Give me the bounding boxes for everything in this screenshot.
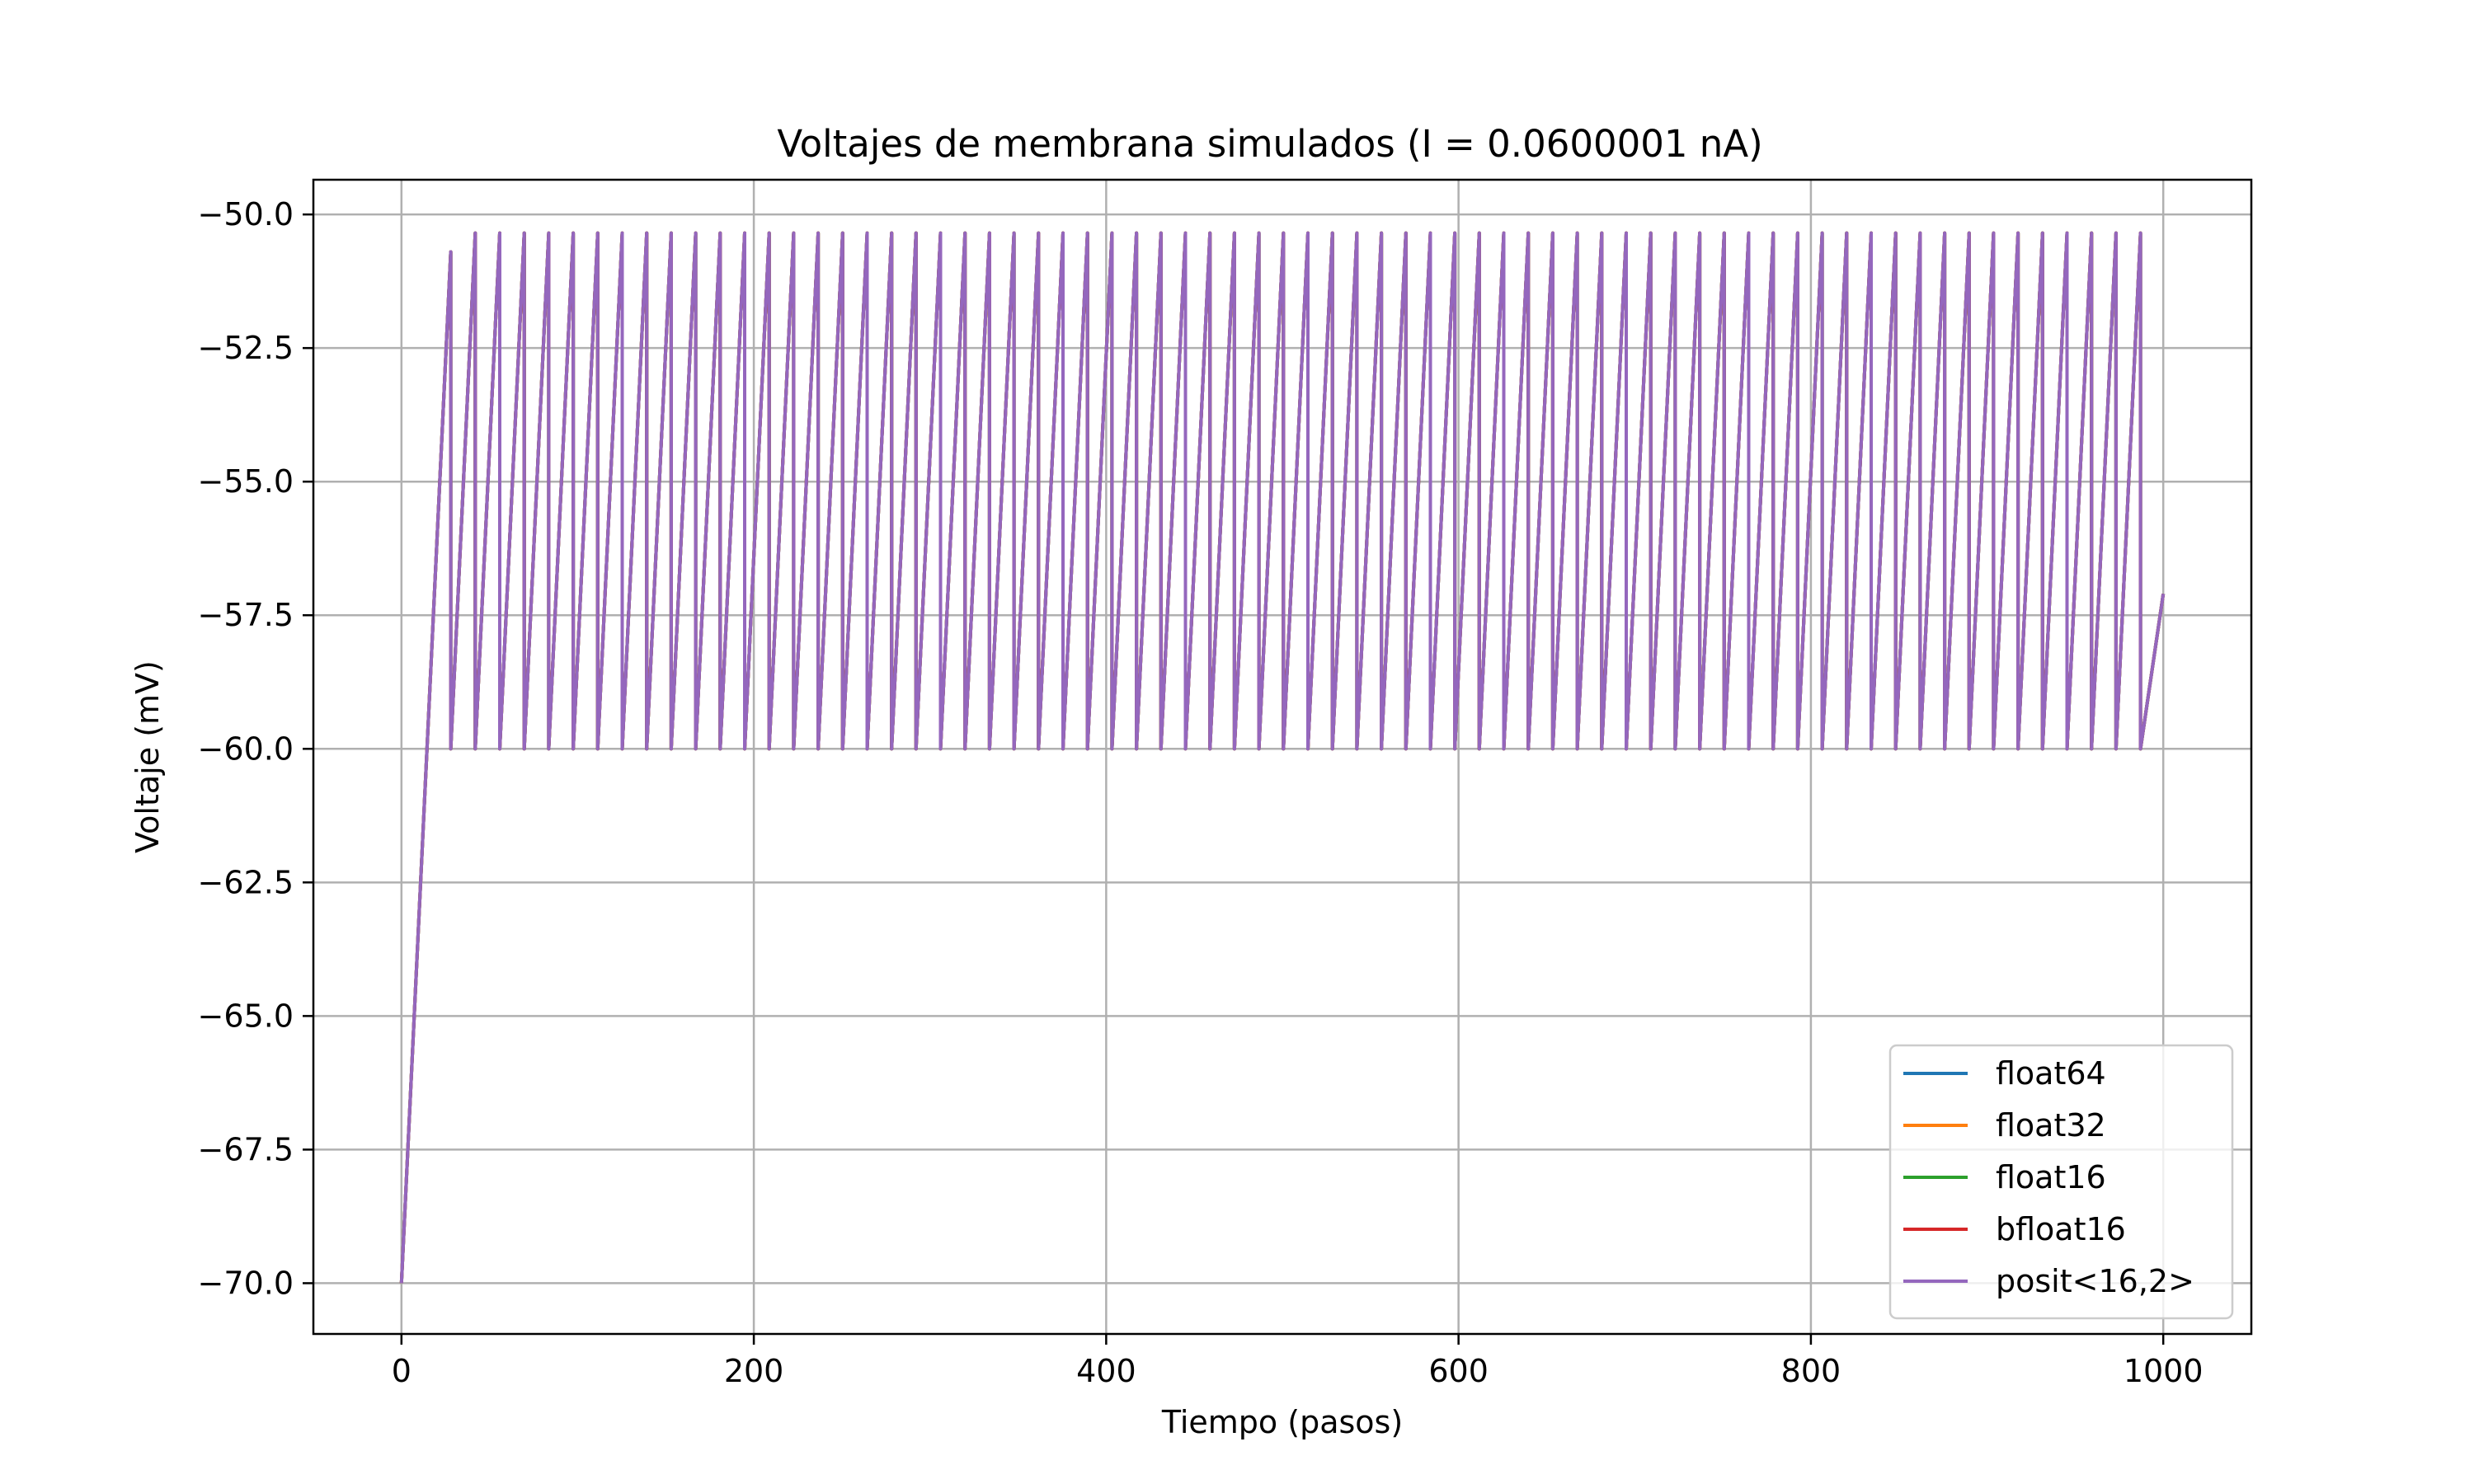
legend-label: bfloat16 xyxy=(1996,1211,2126,1247)
legend-items: float64 float32 float16 bfloat16 posit<16,2> xyxy=(1903,1055,2194,1299)
series-lines xyxy=(399,231,2166,1284)
y-axis-label: Voltaje (mV) xyxy=(129,660,166,853)
x-axis-label: Tiempo (pasos) xyxy=(1161,1404,1403,1440)
x-tick-label: 400 xyxy=(1076,1353,1136,1389)
legend: float64 float32 float16 bfloat16 posit<16,2> xyxy=(1888,1044,2234,1320)
y-tick-label: −55.0 xyxy=(198,463,294,500)
x-tick-label: 0 xyxy=(392,1353,412,1389)
y-tick-label: −52.5 xyxy=(198,330,294,366)
x-tick-label: 600 xyxy=(1428,1353,1489,1389)
x-tick-label: 1000 xyxy=(2124,1353,2204,1389)
legend-label: float64 xyxy=(1996,1055,2106,1092)
y-tick-label: −70.0 xyxy=(198,1265,294,1301)
y-tick-label: −57.5 xyxy=(198,597,294,633)
legend-label: posit<16,2> xyxy=(1996,1263,2194,1299)
legend-label: float16 xyxy=(1996,1159,2106,1195)
plot-frame xyxy=(312,178,2253,1336)
y-tick-label: −65.0 xyxy=(198,998,294,1034)
y-tick-label: −62.5 xyxy=(198,864,294,900)
x-tick-label: 200 xyxy=(724,1353,784,1389)
y-tick-label: −50.0 xyxy=(198,196,294,232)
legend-box xyxy=(1888,1044,2234,1320)
x-tick-label: 800 xyxy=(1781,1353,1841,1389)
axis-ticks: 0 200 400 600 800 1000 −70.0 −67.5 −65.0 −62.5 −60… xyxy=(198,196,2204,1389)
y-tick-label: −67.5 xyxy=(198,1131,294,1167)
chart-title: Voltajes de membrana simulados (I = 0.06… xyxy=(777,122,1762,166)
y-tick-label: −60.0 xyxy=(198,730,294,767)
legend-label: float32 xyxy=(1996,1107,2106,1144)
series-line-posit-16-2 xyxy=(399,231,2166,1284)
